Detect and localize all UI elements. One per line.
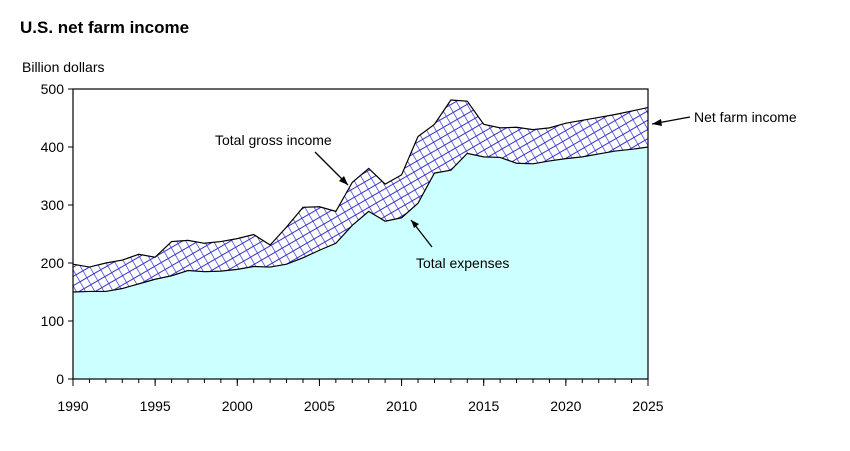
annotation-net-farm-income: Net farm income xyxy=(694,109,797,125)
x-tick-label: 2005 xyxy=(304,398,335,414)
x-tick-label: 1990 xyxy=(57,398,88,414)
y-tick-label: 500 xyxy=(41,81,65,97)
annotation-total-expenses: Total expenses xyxy=(416,255,509,271)
x-tick-label: 2010 xyxy=(386,398,417,414)
y-tick-label: 400 xyxy=(41,139,65,155)
x-tick-label: 2015 xyxy=(468,398,499,414)
y-tick-label: 300 xyxy=(41,197,65,213)
chart-title: U.S. net farm income xyxy=(20,18,190,37)
y-tick-label: 200 xyxy=(41,255,65,271)
annotation-arrowhead-net-income xyxy=(652,119,662,126)
y-axis-unit-label: Billion dollars xyxy=(22,59,105,75)
y-tick-label: 100 xyxy=(41,313,65,329)
expenses-area xyxy=(73,147,648,379)
net-income-band xyxy=(73,100,648,293)
annotation-arrowhead-gross-income xyxy=(339,176,348,185)
x-tick-label: 2020 xyxy=(550,398,581,414)
x-tick-label: 2025 xyxy=(632,398,663,414)
plot-frame xyxy=(72,88,649,380)
gross-income-line xyxy=(72,99,649,268)
y-tick-label: 0 xyxy=(56,371,64,387)
annotation-total-gross-income: Total gross income xyxy=(215,132,332,148)
expenses-line xyxy=(72,146,649,293)
x-tick-label: 1995 xyxy=(140,398,171,414)
annotation-arrowhead-expenses xyxy=(411,220,419,228)
x-tick-label: 2000 xyxy=(222,398,253,414)
